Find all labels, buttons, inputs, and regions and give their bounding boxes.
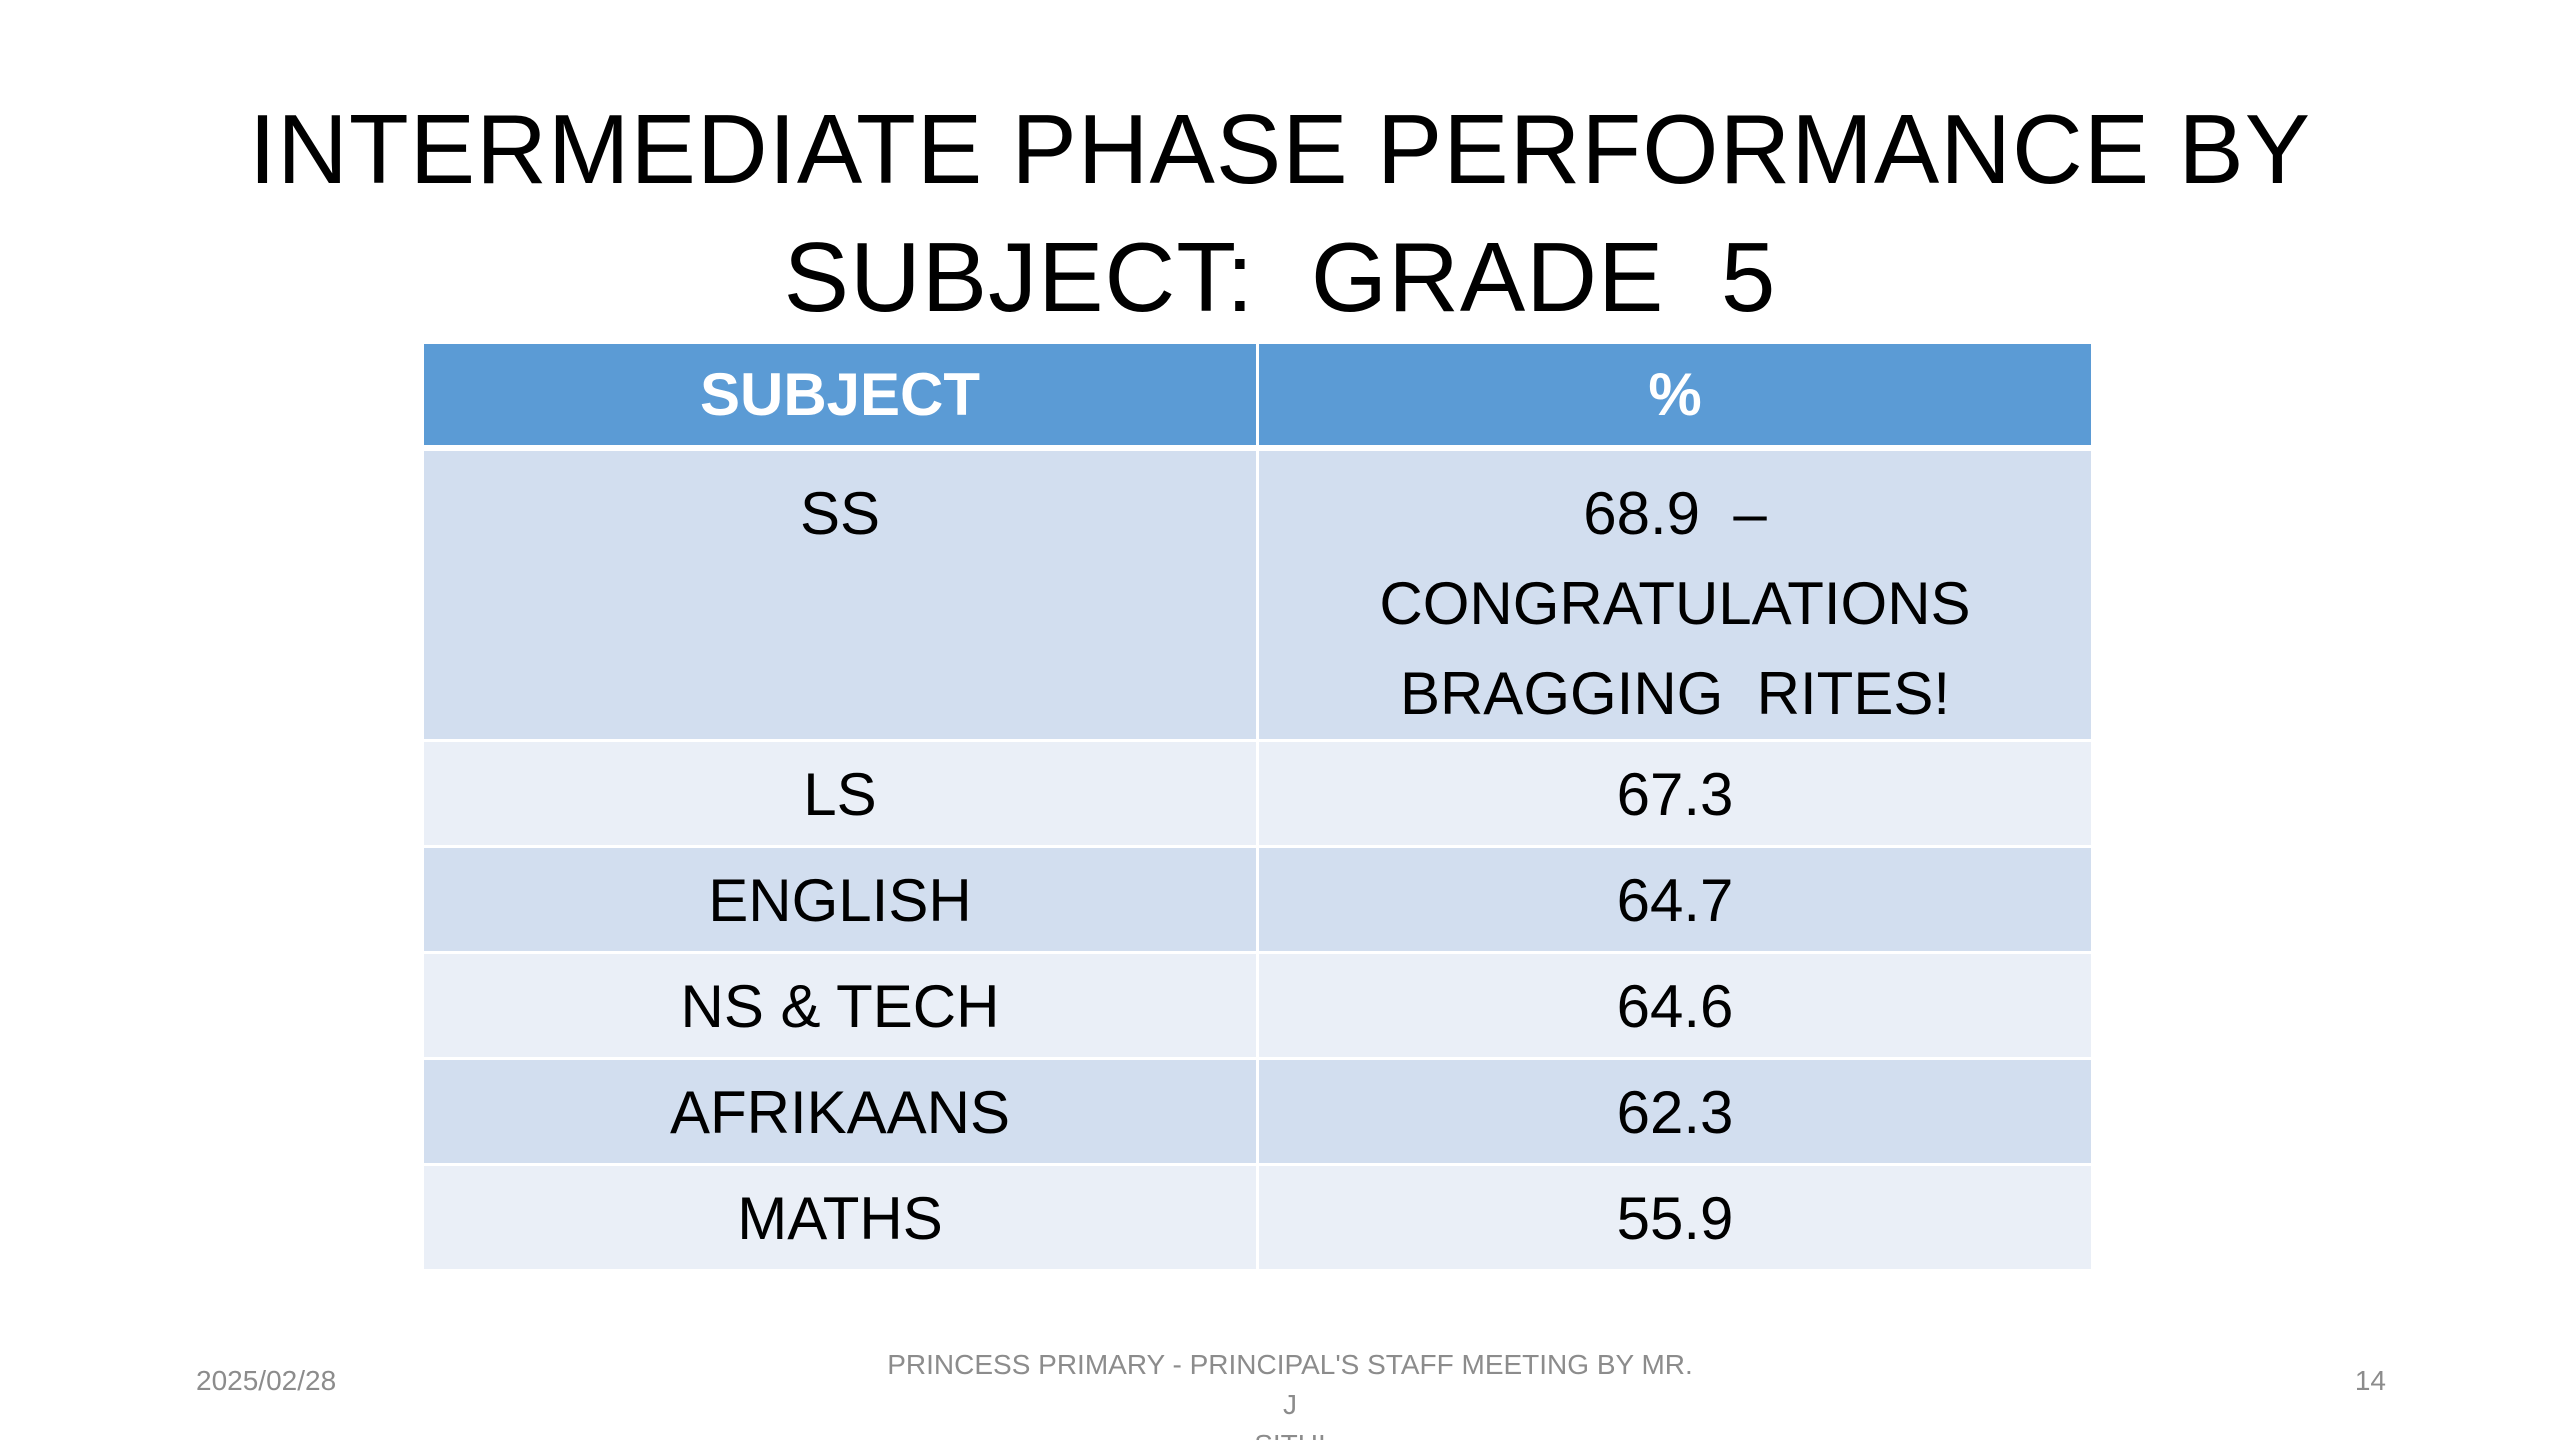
slide-title-line-1: INTERMEDIATE PHASE PERFORMANCE BY [248, 94, 2312, 204]
table-row: MATHS 55.9 [421, 1163, 2094, 1272]
percent-cell: 64.6 [1256, 951, 2094, 1060]
performance-table: SUBJECT % SS 68.9 – CONGRATULATIONS BRAG… [421, 341, 2094, 1272]
table-row: SS 68.9 – CONGRATULATIONS BRAGGING RITES… [421, 446, 2094, 742]
percent-note-line: BRAGGING RITES! [1399, 660, 1951, 727]
percent-cell: 64.7 [1256, 845, 2094, 954]
slide-title-line-2: SUBJECT: GRADE 5 [783, 222, 1777, 332]
slide-number: 14 [2354, 1365, 2386, 1396]
slide-title: INTERMEDIATE PHASE PERFORMANCE BY SUBJEC… [200, 85, 2360, 341]
subject-cell: SS [421, 446, 1259, 742]
footer-text-line-2: SITHI [880, 1425, 1700, 1440]
subject-cell: ENGLISH [421, 845, 1259, 954]
table-row: LS 67.3 [421, 739, 2094, 848]
footer-text: PRINCESS PRIMARY - PRINCIPAL'S STAFF MEE… [880, 1345, 1700, 1440]
percent-value-line: 68.9 – [1583, 480, 1767, 547]
percent-cell: 62.3 [1256, 1057, 2094, 1166]
table-header-row: SUBJECT % [421, 341, 2094, 451]
percent-cell: 55.9 [1256, 1163, 2094, 1272]
column-header-subject: SUBJECT [421, 341, 1259, 451]
footer-date: 2025/02/28 [196, 1365, 337, 1396]
subject-cell: LS [421, 739, 1259, 848]
table-row: ENGLISH 64.7 [421, 845, 2094, 954]
percent-cell: 67.3 [1256, 739, 2094, 848]
subject-cell: NS & TECH [421, 951, 1259, 1060]
table-row: NS & TECH 64.6 [421, 951, 2094, 1060]
subject-cell: MATHS [421, 1163, 1259, 1272]
percent-note-line: CONGRATULATIONS [1379, 570, 1971, 637]
table-row: AFRIKAANS 62.3 [421, 1057, 2094, 1166]
column-header-percent: % [1256, 341, 2094, 451]
subject-cell: AFRIKAANS [421, 1057, 1259, 1166]
footer-text-line-1: PRINCESS PRIMARY - PRINCIPAL'S STAFF MEE… [887, 1349, 1693, 1420]
percent-cell: 68.9 – CONGRATULATIONS BRAGGING RITES! [1256, 446, 2094, 742]
